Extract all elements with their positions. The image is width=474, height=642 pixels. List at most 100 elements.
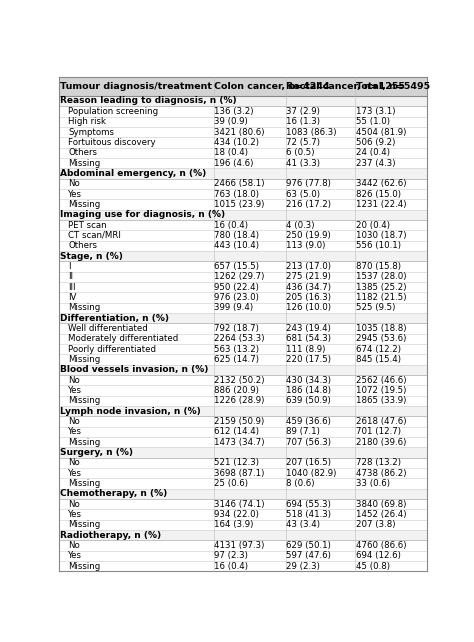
Text: 205 (16.3): 205 (16.3): [286, 293, 331, 302]
Text: Lymph node invasion, n (%): Lymph node invasion, n (%): [60, 406, 201, 415]
Bar: [59, 96, 427, 106]
Bar: [59, 365, 427, 375]
Text: 41 (3.3): 41 (3.3): [286, 159, 320, 168]
Text: 196 (4.6): 196 (4.6): [214, 159, 254, 168]
Bar: [59, 375, 427, 385]
Text: No: No: [68, 458, 80, 467]
Text: 25 (0.6): 25 (0.6): [214, 479, 248, 488]
Text: 113 (9.0): 113 (9.0): [286, 241, 326, 250]
Text: 625 (14.7): 625 (14.7): [214, 355, 259, 364]
Bar: [59, 199, 427, 209]
Text: IV: IV: [68, 293, 77, 302]
Text: 243 (19.4): 243 (19.4): [286, 324, 331, 333]
Text: Yes: Yes: [68, 386, 82, 395]
Bar: [59, 530, 427, 541]
Text: 2618 (47.6): 2618 (47.6): [356, 417, 407, 426]
Bar: [59, 468, 427, 478]
Text: 4760 (86.6): 4760 (86.6): [356, 541, 407, 550]
Text: 275 (21.9): 275 (21.9): [286, 272, 331, 281]
Text: 1072 (19.5): 1072 (19.5): [356, 386, 406, 395]
Text: 1226 (28.9): 1226 (28.9): [214, 396, 264, 405]
Text: 780 (18.4): 780 (18.4): [214, 231, 259, 240]
Bar: [59, 77, 427, 96]
Bar: [59, 509, 427, 519]
Bar: [59, 519, 427, 530]
Text: 37 (2.9): 37 (2.9): [286, 107, 320, 116]
Text: No: No: [68, 376, 80, 385]
Text: Missing: Missing: [68, 159, 100, 168]
Text: 950 (22.4): 950 (22.4): [214, 282, 259, 291]
Text: 1083 (86.3): 1083 (86.3): [286, 128, 337, 137]
Text: 657 (15.5): 657 (15.5): [214, 262, 259, 271]
Bar: [59, 158, 427, 168]
Text: 39 (0.9): 39 (0.9): [214, 117, 248, 126]
Text: Colon cancer, n=4244: Colon cancer, n=4244: [214, 82, 330, 91]
Text: 563 (13.2): 563 (13.2): [214, 345, 259, 354]
Text: 2945 (53.6): 2945 (53.6): [356, 334, 406, 343]
Text: 4 (0.3): 4 (0.3): [286, 221, 315, 230]
Text: Missing: Missing: [68, 303, 100, 312]
Text: 1262 (29.7): 1262 (29.7): [214, 272, 264, 281]
Bar: [59, 478, 427, 489]
Bar: [59, 324, 427, 334]
Bar: [59, 406, 427, 416]
Text: 934 (22.0): 934 (22.0): [214, 510, 259, 519]
Text: Fortuitous discovery: Fortuitous discovery: [68, 138, 156, 147]
Bar: [59, 344, 427, 354]
Text: 16 (0.4): 16 (0.4): [214, 562, 248, 571]
Text: 186 (14.8): 186 (14.8): [286, 386, 331, 395]
Bar: [59, 541, 427, 551]
Text: 126 (10.0): 126 (10.0): [286, 303, 331, 312]
Text: 63 (5.0): 63 (5.0): [286, 189, 320, 198]
Text: 870 (15.8): 870 (15.8): [356, 262, 401, 271]
Text: 111 (8.9): 111 (8.9): [286, 345, 326, 354]
Bar: [59, 427, 427, 437]
Text: Missing: Missing: [68, 521, 100, 530]
Text: 3840 (69.8): 3840 (69.8): [356, 499, 406, 508]
Text: 6 (0.5): 6 (0.5): [286, 148, 315, 157]
Text: 164 (3.9): 164 (3.9): [214, 521, 254, 530]
Text: 976 (23.0): 976 (23.0): [214, 293, 259, 302]
Text: 2562 (46.6): 2562 (46.6): [356, 376, 407, 385]
Text: 207 (3.8): 207 (3.8): [356, 521, 396, 530]
Text: 4131 (97.3): 4131 (97.3): [214, 541, 264, 550]
Bar: [59, 148, 427, 158]
Text: 629 (50.1): 629 (50.1): [286, 541, 331, 550]
Text: 556 (10.1): 556 (10.1): [356, 241, 401, 250]
Text: Yes: Yes: [68, 189, 82, 198]
Text: 728 (13.2): 728 (13.2): [356, 458, 401, 467]
Text: 694 (12.6): 694 (12.6): [356, 551, 401, 560]
Bar: [59, 220, 427, 230]
Text: 16 (1.3): 16 (1.3): [286, 117, 320, 126]
Bar: [59, 499, 427, 509]
Text: 3421 (80.6): 3421 (80.6): [214, 128, 265, 137]
Text: 213 (17.0): 213 (17.0): [286, 262, 331, 271]
Text: 1537 (28.0): 1537 (28.0): [356, 272, 407, 281]
Text: 639 (50.9): 639 (50.9): [286, 396, 331, 405]
Text: Missing: Missing: [68, 479, 100, 488]
Text: III: III: [68, 282, 76, 291]
Bar: [59, 551, 427, 561]
Text: II: II: [68, 272, 73, 281]
Text: Imaging use for diagnosis, n (%): Imaging use for diagnosis, n (%): [60, 210, 226, 219]
Text: 24 (0.4): 24 (0.4): [356, 148, 390, 157]
Bar: [59, 241, 427, 251]
Text: Poorly differentiated: Poorly differentiated: [68, 345, 156, 354]
Text: 2132 (50.2): 2132 (50.2): [214, 376, 265, 385]
Bar: [59, 127, 427, 137]
Text: 1231 (22.4): 1231 (22.4): [356, 200, 407, 209]
Text: Blood vessels invasion, n (%): Blood vessels invasion, n (%): [60, 365, 209, 374]
Text: Symptoms: Symptoms: [68, 128, 114, 137]
Text: 443 (10.4): 443 (10.4): [214, 241, 259, 250]
Text: Chemotherapy, n (%): Chemotherapy, n (%): [60, 489, 168, 498]
Text: 220 (17.5): 220 (17.5): [286, 355, 331, 364]
Text: 97 (2.3): 97 (2.3): [214, 551, 248, 560]
Bar: [59, 458, 427, 468]
Text: 1385 (25.2): 1385 (25.2): [356, 282, 407, 291]
Text: Yes: Yes: [68, 428, 82, 437]
Bar: [59, 189, 427, 199]
Text: 45 (0.8): 45 (0.8): [356, 562, 390, 571]
Text: 1865 (33.9): 1865 (33.9): [356, 396, 406, 405]
Text: 430 (34.3): 430 (34.3): [286, 376, 331, 385]
Text: 521 (12.3): 521 (12.3): [214, 458, 259, 467]
